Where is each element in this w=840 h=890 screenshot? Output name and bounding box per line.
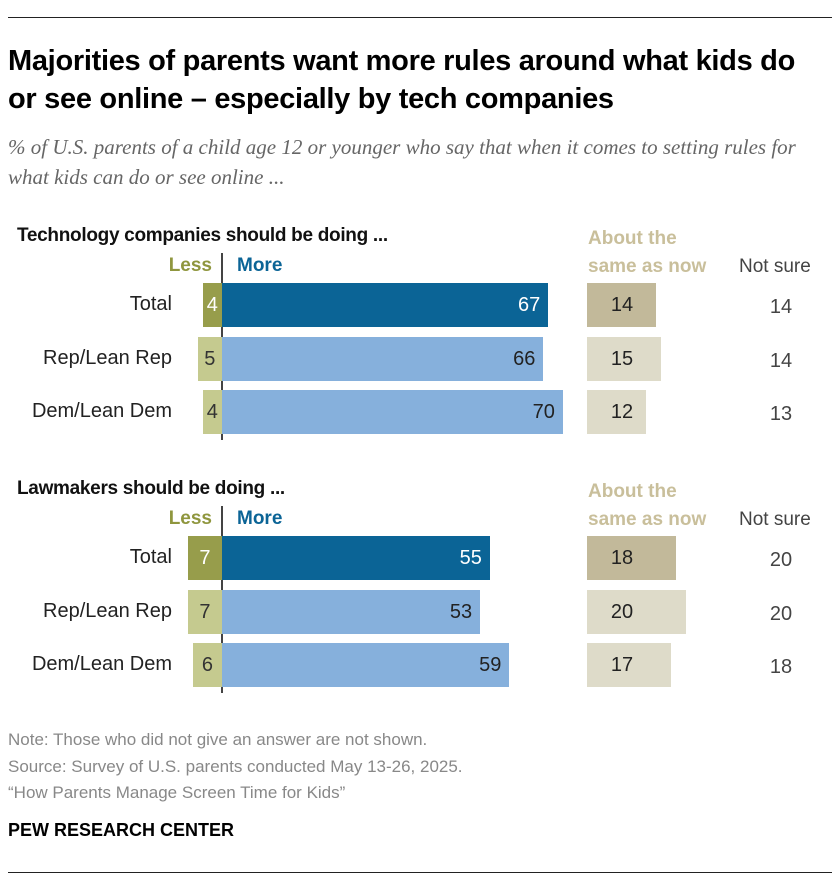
same-header: same as now bbox=[588, 256, 707, 277]
label-not-sure: 14 bbox=[769, 349, 793, 372]
label-more: 67 bbox=[518, 294, 541, 316]
bar-same bbox=[587, 589, 686, 634]
bar-more bbox=[222, 643, 510, 687]
not-sure-header: Not sure bbox=[739, 256, 811, 277]
label-not-sure: 13 bbox=[769, 403, 793, 425]
bar-more bbox=[222, 283, 549, 327]
more-header: More bbox=[237, 255, 283, 276]
row-label: Rep/Lean Rep bbox=[43, 346, 172, 369]
source: Source: Survey of U.S. parents conducted… bbox=[8, 757, 463, 776]
row-label: Dem/Lean Dem bbox=[31, 653, 172, 675]
panel-heading: Lawmakers should be doing ... bbox=[17, 478, 285, 499]
bar-less bbox=[192, 643, 222, 687]
label-same: 18 bbox=[610, 547, 634, 569]
same-header: same as now bbox=[588, 509, 707, 530]
bar-less bbox=[187, 536, 222, 580]
bar-less bbox=[187, 589, 222, 634]
label-not-sure: 20 bbox=[769, 602, 793, 625]
chart-subtitle: % of U.S. parents of a child age 12 or y… bbox=[8, 135, 796, 189]
label-not-sure: 14 bbox=[769, 296, 793, 318]
less-header: Less bbox=[168, 508, 212, 529]
label-less: 7 bbox=[199, 547, 211, 569]
row-label: Rep/Lean Rep bbox=[43, 599, 172, 622]
bar-same bbox=[587, 536, 677, 580]
label-more: 53 bbox=[449, 600, 473, 623]
bar-more bbox=[222, 536, 490, 580]
row-label: Total bbox=[129, 546, 172, 568]
label-same: 17 bbox=[610, 654, 634, 676]
bar-more bbox=[222, 390, 563, 434]
bar-same bbox=[587, 283, 657, 327]
label-more: 55 bbox=[459, 547, 482, 569]
bar-less bbox=[202, 390, 222, 434]
bar-less bbox=[197, 336, 222, 381]
label-same: 14 bbox=[610, 294, 634, 316]
bar-same bbox=[587, 336, 662, 381]
label-less: 4 bbox=[206, 294, 218, 316]
bottom-rule bbox=[8, 872, 832, 873]
more-header: More bbox=[237, 508, 283, 529]
top-rule bbox=[8, 17, 832, 18]
chart-title: Majorities of parents want more rules ar… bbox=[8, 45, 795, 115]
bar-more bbox=[222, 589, 481, 634]
label-same: 12 bbox=[610, 401, 634, 423]
label-more: 59 bbox=[479, 654, 502, 676]
label-not-sure: 20 bbox=[769, 549, 793, 571]
note: Note: Those who did not give an answer a… bbox=[8, 730, 428, 749]
report-title: “How Parents Manage Screen Time for Kids… bbox=[8, 783, 346, 802]
label-more: 70 bbox=[532, 401, 555, 423]
not-sure-header: Not sure bbox=[739, 509, 811, 530]
bar-same bbox=[587, 643, 672, 687]
label-less: 4 bbox=[206, 401, 218, 423]
label-same: 15 bbox=[610, 347, 634, 370]
panel-heading: Technology companies should be doing ... bbox=[17, 225, 388, 246]
row-label: Dem/Lean Dem bbox=[31, 400, 172, 422]
label-not-sure: 18 bbox=[769, 656, 793, 678]
bar-less bbox=[202, 283, 222, 327]
label-less: 6 bbox=[201, 654, 213, 676]
row-label: Total bbox=[129, 293, 172, 315]
label-same: 20 bbox=[610, 600, 634, 623]
bar-same bbox=[587, 390, 647, 434]
label-more: 66 bbox=[513, 347, 536, 370]
same-header: About the bbox=[588, 481, 677, 502]
bar-more bbox=[222, 336, 544, 381]
label-less: 7 bbox=[199, 600, 211, 623]
same-header: About the bbox=[588, 228, 677, 249]
label-less: 5 bbox=[204, 347, 216, 370]
less-header: Less bbox=[168, 255, 212, 276]
pew-logo-text: PEW RESEARCH CENTER bbox=[8, 820, 235, 840]
